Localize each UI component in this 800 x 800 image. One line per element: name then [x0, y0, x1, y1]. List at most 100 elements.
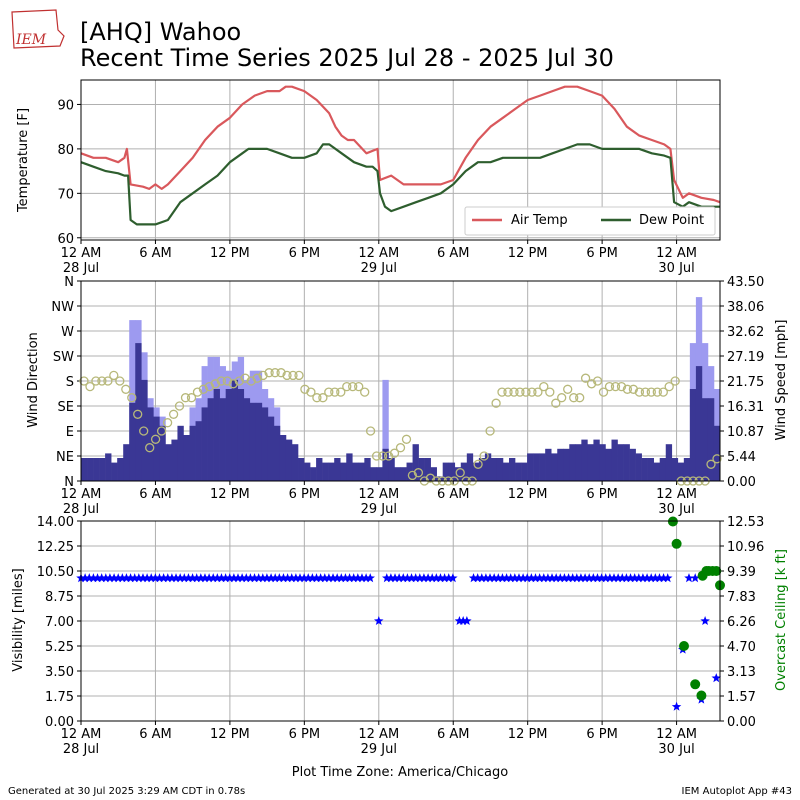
visibility-point — [477, 573, 487, 583]
wind-speed-bar — [478, 458, 486, 481]
visibility-point — [344, 573, 355, 583]
wind-speed-bar — [123, 444, 130, 481]
wind-speed-bar — [255, 402, 263, 481]
x-tick-date-label: 28 Jul — [63, 742, 99, 757]
x-tick-label: 12 AM — [61, 727, 102, 742]
x-tick-date-label: 28 Jul — [63, 502, 99, 517]
visibility-point — [431, 573, 442, 583]
visibility-point — [229, 573, 239, 583]
x-tick-label: 6 AM — [139, 246, 172, 261]
visibility-tick-label: 12.25 — [37, 540, 74, 555]
x-tick-label: 6 PM — [586, 246, 617, 261]
y-tick-label: 70 — [57, 187, 74, 202]
visibility-point — [419, 573, 429, 583]
wind-direction-point — [198, 384, 209, 394]
wind-direction-point — [533, 387, 543, 397]
visibility-point — [427, 573, 437, 583]
ceiling-tick-label: 10.96 — [727, 540, 764, 555]
wind-speed-bar — [551, 453, 558, 481]
x-tick-label: 12 PM — [210, 246, 250, 261]
ceiling-point — [690, 679, 701, 690]
wind-direction-point — [139, 426, 149, 436]
legend-air-temp-label: Air Temp — [511, 213, 568, 228]
wind-speed-bar — [171, 439, 178, 481]
visibility-point — [146, 573, 156, 583]
plot-frame — [80, 79, 721, 241]
x-tick-label: 6 PM — [289, 246, 320, 261]
x-tick-label: 6 PM — [586, 727, 617, 742]
visibility-point — [526, 573, 537, 583]
visibility-point — [220, 573, 231, 583]
x-tick-label: 12 PM — [508, 487, 548, 502]
visibility-point — [175, 573, 185, 583]
wind-direction-point — [162, 418, 173, 428]
x-tick-label: 12 AM — [656, 727, 697, 742]
visibility-point — [270, 573, 280, 583]
wind-direction-point — [521, 387, 531, 397]
wind-direction-point — [330, 387, 340, 397]
wind-speed-bar — [273, 425, 281, 481]
wind-direction-point — [210, 379, 221, 389]
visibility-point — [171, 573, 181, 583]
wind-speed-bar — [563, 448, 570, 481]
visibility-point — [650, 573, 661, 583]
wind-speed-bar — [243, 398, 251, 481]
x-tick-label: 12 AM — [656, 487, 697, 502]
visibility-point — [472, 573, 483, 583]
x-tick-label: 12 AM — [61, 246, 102, 261]
x-tick-label: 6 AM — [437, 727, 470, 742]
wind-direction-point — [371, 451, 382, 461]
visibility-point — [233, 573, 243, 583]
visibility-point — [262, 573, 272, 583]
ceiling-tick-label: 7.83 — [727, 590, 756, 605]
visibility-point — [468, 573, 479, 583]
wind-direction-point — [109, 370, 119, 381]
visibility-point — [287, 573, 297, 583]
wind-speed-bar — [647, 458, 654, 481]
wind-speed-bar — [81, 458, 88, 481]
x-tick-label: 6 AM — [139, 727, 172, 742]
wind-direction-point — [670, 376, 680, 386]
wind-speed-bar — [496, 458, 504, 481]
visibility-point — [596, 573, 607, 583]
wind-speed-bar — [683, 458, 691, 481]
wind-direction-point — [592, 376, 603, 386]
visibility-point — [551, 573, 561, 583]
visibility-point — [212, 573, 223, 583]
visibility-point — [328, 573, 338, 583]
visibility-point — [462, 616, 472, 625]
direction-tick-label: N — [64, 475, 74, 490]
temperature-axis-label: Temperature [F] — [16, 108, 31, 213]
visibility-tick-label: 10.50 — [37, 565, 74, 580]
wind-direction-point — [664, 381, 674, 392]
visibility-point — [84, 573, 94, 583]
direction-tick-label: E — [66, 425, 74, 440]
speed-tick-label: 21.75 — [727, 375, 764, 390]
wind-direction-point — [604, 381, 615, 392]
wind-speed-bar — [448, 462, 456, 481]
wind-speed-bar — [593, 439, 600, 481]
wind-speed-bar — [394, 467, 401, 481]
visibility-point — [142, 573, 152, 583]
wind-direction-point — [616, 381, 627, 392]
wind-direction-point — [288, 370, 298, 381]
visibility-point — [435, 573, 446, 583]
visibility-point — [530, 573, 541, 583]
visibility-point — [274, 573, 285, 583]
wind-speed-bar — [358, 462, 365, 481]
wind-direction-point — [115, 376, 125, 386]
y-tick-label: 80 — [57, 143, 74, 158]
visibility-point — [130, 573, 140, 583]
wind-direction-point — [300, 384, 310, 394]
visibility-tick-label: 8.75 — [45, 590, 74, 605]
wind-direction-point — [539, 381, 549, 392]
wind-speed-bar — [141, 379, 148, 481]
visibility-point — [311, 573, 322, 583]
visibility-point — [547, 573, 557, 583]
visibility-point — [303, 573, 313, 583]
wind-direction-point — [360, 387, 370, 397]
wind-direction-point — [425, 473, 436, 483]
speed-tick-label: 10.87 — [727, 425, 764, 440]
visibility-point — [567, 573, 578, 583]
